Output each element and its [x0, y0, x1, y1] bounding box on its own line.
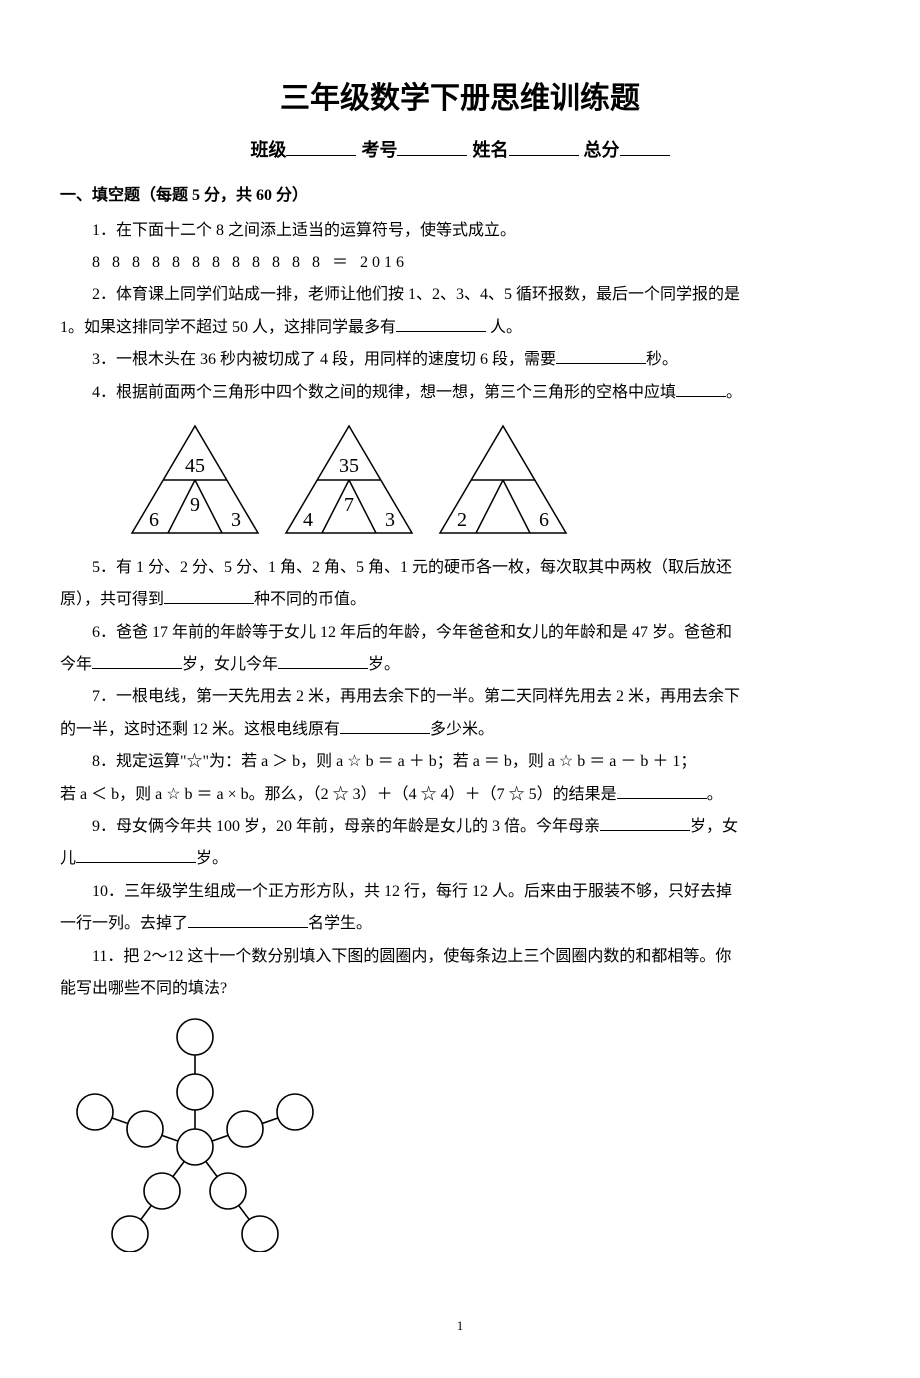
class-label: 班级 — [250, 140, 286, 160]
t2-mid: 7 — [344, 494, 354, 516]
q8-p2: 若 a ＜ b，则 a ☆ b ＝ a × b。那么，（2 ☆ 3）＋（4 ☆ … — [60, 786, 617, 803]
q11-line2: 能写出哪些不同的填法? — [60, 974, 860, 1004]
q6-blank1 — [92, 652, 182, 670]
q9-p4: 岁。 — [196, 850, 228, 867]
q9-line2: 儿 岁。 — [60, 844, 860, 874]
q8-line2: 若 a ＜ b，则 a ☆ b ＝ a × b。那么，（2 ☆ 3）＋（4 ☆ … — [60, 780, 860, 810]
q4-p1: 4．根据前面两个三角形中四个数之间的规律，想一想，第三个三角形的空格中应填 — [92, 384, 676, 401]
page-title: 三年级数学下册思维训练题 — [60, 70, 860, 127]
page-number: 1 — [60, 1314, 860, 1339]
t2-right: 3 — [385, 509, 395, 531]
t1-right: 3 — [231, 509, 241, 531]
q7-p3: 多少米。 — [430, 721, 494, 738]
q11-line1: 11．把 2～12 这十一个数分别填入下图的圆圈内，使每条边上三个圆圈内数的和都… — [60, 942, 860, 972]
q6-p2: 今年 — [60, 656, 92, 673]
q10-line2: 一行一列。去掉了 名学生。 — [60, 909, 860, 939]
q6-line2: 今年 岁，女儿今年 岁。 — [60, 650, 860, 680]
t1-left: 6 — [149, 509, 159, 531]
q9-p2: 岁，女 — [690, 818, 738, 835]
exam-label: 考号 — [361, 140, 397, 160]
triangle-1: 45 9 6 3 — [120, 418, 270, 543]
name-blank — [509, 136, 579, 156]
t2-top: 35 — [339, 455, 359, 477]
total-blank — [620, 136, 670, 156]
t1-mid: 9 — [190, 494, 200, 516]
q4: 4．根据前面两个三角形中四个数之间的规律，想一想，第三个三角形的空格中应填 。 — [60, 378, 860, 408]
student-info-line: 班级 考号 姓名 总分 — [60, 133, 860, 167]
q6-line1: 6．爸爸 17 年前的年龄等于女儿 12 年后的年龄，今年爸爸和女儿的年龄和是 … — [60, 618, 860, 648]
q10-p3: 名学生。 — [308, 915, 372, 932]
q2-p3: 人。 — [486, 319, 522, 336]
q5-blank — [164, 587, 254, 605]
q4-blank — [676, 379, 726, 397]
q2-line2: 1。如果这排同学不超过 50 人，这排同学最多有 人。 — [60, 313, 860, 343]
triangles-diagram: 45 9 6 3 35 7 4 3 2 6 — [120, 418, 860, 543]
t3-left: 2 — [457, 509, 467, 531]
t2-left: 4 — [303, 509, 313, 531]
class-blank — [286, 136, 356, 156]
total-label: 总分 — [584, 140, 620, 160]
q2-blank — [396, 314, 486, 332]
q9-p1: 9．母女俩今年共 100 岁，20 年前，母亲的年龄是女儿的 3 倍。今年母亲 — [92, 818, 600, 835]
q3-blank — [556, 347, 646, 365]
q7-p2: 的一半，这时还剩 12 米。这根电线原有 — [60, 721, 340, 738]
q3-p2: 秒。 — [646, 351, 678, 368]
q6-blank2 — [278, 652, 368, 670]
q9-blank1 — [600, 813, 690, 831]
q7-line1: 7．一根电线，第一天先用去 2 米，再用去余下的一半。第二天同样先用去 2 米，… — [60, 682, 860, 712]
q8-blank — [617, 781, 707, 799]
name-label: 姓名 — [473, 140, 509, 160]
q5-line2: 原），共可得到 种不同的币值。 — [60, 585, 860, 615]
triangle-3: 2 6 — [428, 418, 578, 543]
q1-text: 1．在下面十二个 8 之间添上适当的运算符号，使等式成立。 — [60, 216, 860, 246]
q8-line1: 8．规定运算"☆"为：若 a ＞ b，则 a ☆ b ＝ a ＋ b；若 a ＝… — [60, 747, 860, 777]
q4-p2: 。 — [726, 384, 742, 401]
q2-p2: 1。如果这排同学不超过 50 人，这排同学最多有 — [60, 319, 396, 336]
q3-p1: 3．一根木头在 36 秒内被切成了 4 段，用同样的速度切 6 段，需要 — [92, 351, 556, 368]
q1-expr: 8 8 8 8 8 8 8 8 8 8 8 8 ＝ 2016 — [60, 248, 860, 278]
q6-p4: 岁。 — [368, 656, 400, 673]
q8-p3: 。 — [707, 786, 723, 803]
t1-top: 45 — [185, 455, 205, 477]
q5-p2: 原），共可得到 — [60, 591, 164, 608]
star-diagram — [70, 1012, 860, 1263]
exam-blank — [397, 136, 467, 156]
q9-p3: 儿 — [60, 850, 76, 867]
q10-blank — [188, 911, 308, 929]
q7-line2: 的一半，这时还剩 12 米。这根电线原有 多少米。 — [60, 715, 860, 745]
q5-line1: 5．有 1 分、2 分、5 分、1 角、2 角、5 角、1 元的硬币各一枚，每次… — [60, 553, 860, 583]
q5-p3: 种不同的币值。 — [254, 591, 366, 608]
t3-right: 6 — [539, 509, 549, 531]
section-1-header: 一、填空题（每题 5 分，共 60 分） — [60, 181, 860, 211]
q9-line1: 9．母女俩今年共 100 岁，20 年前，母亲的年龄是女儿的 3 倍。今年母亲 岁… — [60, 812, 860, 842]
q9-blank2 — [76, 846, 196, 864]
q3: 3．一根木头在 36 秒内被切成了 4 段，用同样的速度切 6 段，需要 秒。 — [60, 345, 860, 375]
q6-p3: 岁，女儿今年 — [182, 656, 278, 673]
q10-p2: 一行一列。去掉了 — [60, 915, 188, 932]
q7-blank — [340, 716, 430, 734]
q2-line1: 2．体育课上同学们站成一排，老师让他们按 1、2、3、4、5 循环报数，最后一个… — [60, 280, 860, 310]
q10-line1: 10．三年级学生组成一个正方形方队，共 12 行，每行 12 人。后来由于服装不… — [60, 877, 860, 907]
triangle-2: 35 7 4 3 — [274, 418, 424, 543]
